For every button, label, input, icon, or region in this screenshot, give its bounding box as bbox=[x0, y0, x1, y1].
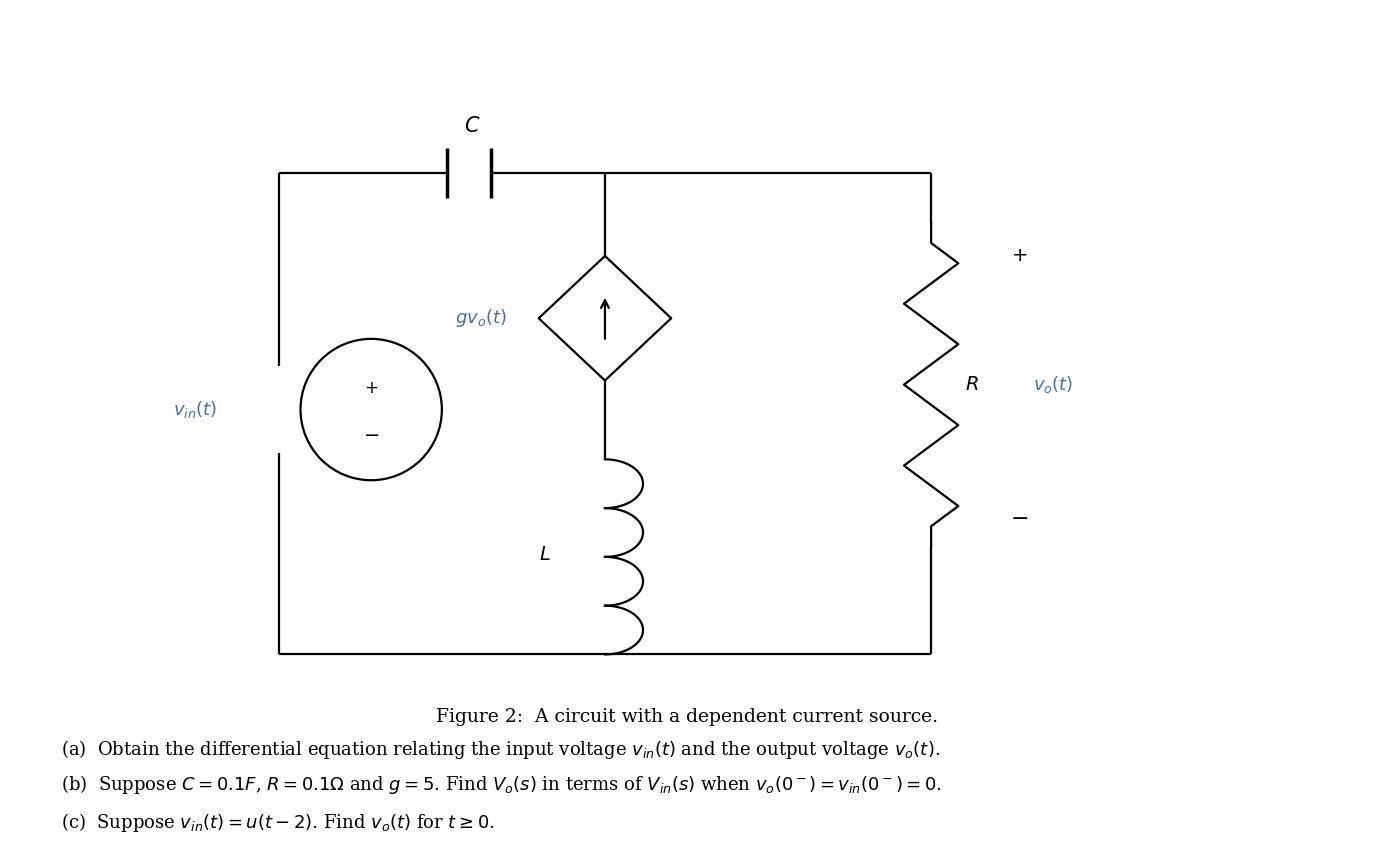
Text: $-$: $-$ bbox=[1011, 506, 1028, 528]
Text: $+$: $+$ bbox=[1012, 247, 1027, 265]
Text: $v_o(t)$: $v_o(t)$ bbox=[1032, 374, 1074, 395]
Text: $gv_o(t)$: $gv_o(t)$ bbox=[456, 307, 507, 329]
Text: $C$: $C$ bbox=[464, 116, 481, 136]
Text: (a)  Obtain the differential equation relating the input voltage $v_{in}(t)$ and: (a) Obtain the differential equation rel… bbox=[62, 738, 941, 761]
Text: $L$: $L$ bbox=[538, 546, 551, 564]
Text: (b)  Suppose $C = 0.1F$, $R = 0.1\Omega$ and $g = 5$. Find $V_o(s)$ in terms of : (b) Suppose $C = 0.1F$, $R = 0.1\Omega$ … bbox=[62, 773, 942, 796]
Text: (c)  Suppose $v_{in}(t) = u(t-2)$. Find $v_o(t)$ for $t \geq 0$.: (c) Suppose $v_{in}(t) = u(t-2)$. Find $… bbox=[62, 810, 494, 834]
Text: $+$: $+$ bbox=[364, 380, 378, 397]
Text: Figure 2:  A circuit with a dependent current source.: Figure 2: A circuit with a dependent cur… bbox=[435, 707, 938, 726]
Text: $-$: $-$ bbox=[362, 425, 379, 443]
Text: $v_{in}(t)$: $v_{in}(t)$ bbox=[173, 399, 217, 420]
Text: $R$: $R$ bbox=[965, 376, 979, 393]
